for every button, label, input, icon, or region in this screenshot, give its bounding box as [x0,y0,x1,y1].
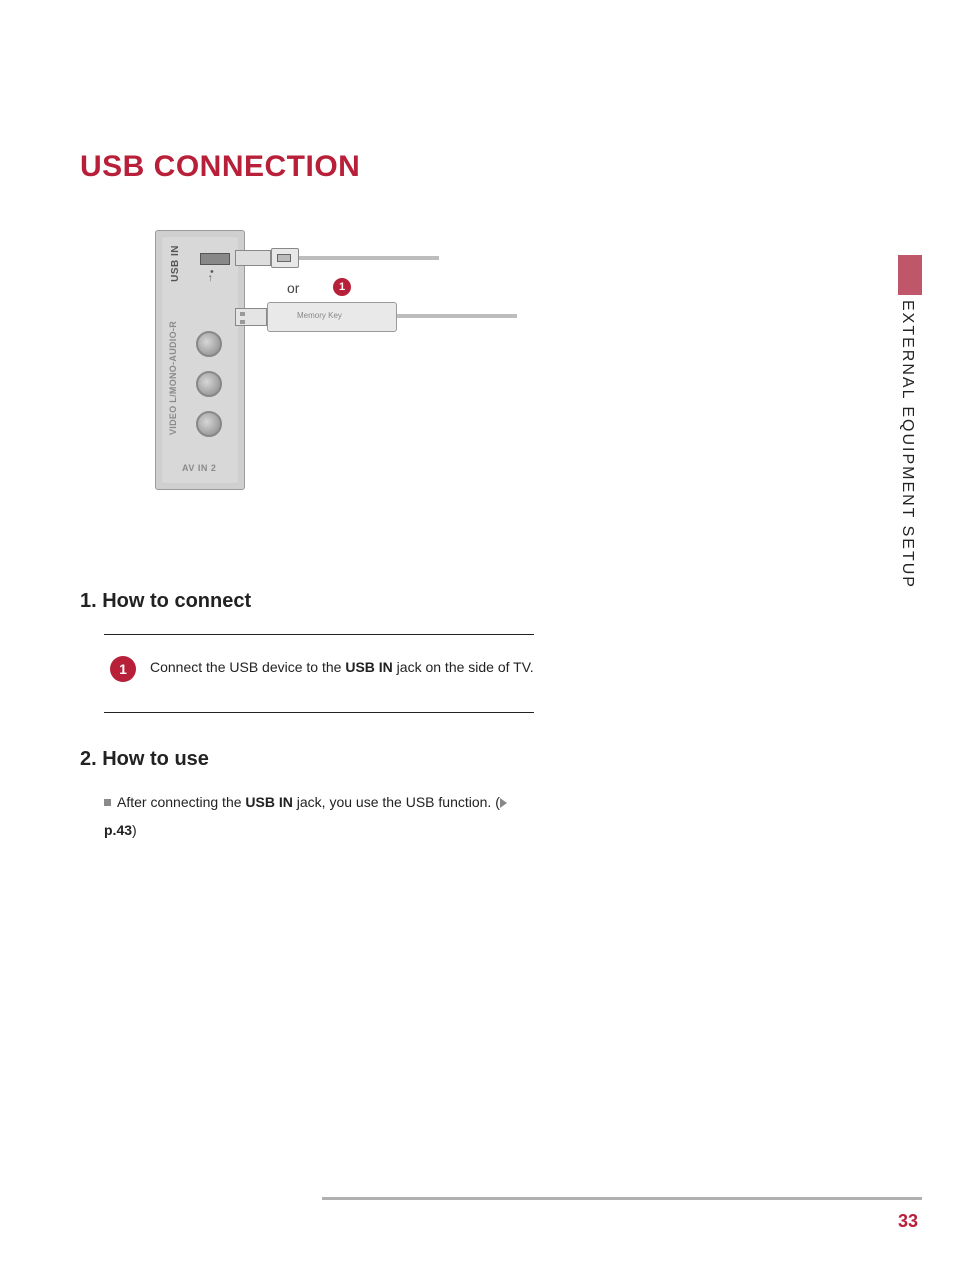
side-section-label: EXTERNAL EQUIPMENT SETUP [898,300,916,589]
usb-connection-diagram: USB IN •← VIDEO L/MONO-AUDIO-R AV IN 2 o… [155,230,555,500]
section-2-heading: 2. How to use [80,748,209,771]
usb-port-icon [200,253,230,265]
or-label: or [287,280,299,296]
memory-key-label: Memory Key [297,311,342,320]
rca-jack-icon [196,411,222,437]
text: ) [132,822,137,838]
page-ref: p.43 [104,822,132,838]
rca-jack-icon [196,331,222,357]
text: Connect the USB device to the [150,659,345,675]
footer-bar [322,1197,922,1200]
divider [104,712,534,713]
text: jack, you use the USB function. ( [293,794,500,810]
rca-jack-icon [196,371,222,397]
page-title: USB CONNECTION [80,150,360,184]
av-label: VIDEO L/MONO-AUDIO-R [168,321,178,435]
usb-in-bold: USB IN [245,794,292,810]
step-1-text: Connect the USB device to the USB IN jac… [150,656,534,678]
page-number: 33 [898,1211,918,1232]
text: After connecting the [117,794,245,810]
usb-symbol-icon: •← [205,270,216,284]
av-in-2-label: AV IN 2 [182,463,216,473]
page: USB CONNECTION EXTERNAL EQUIPMENT SETUP … [0,0,954,1272]
side-tab-accent [898,255,922,295]
section-2-text: After connecting the USB IN jack, you us… [104,788,536,844]
bullet-icon [104,799,111,806]
diagram-callout-1: 1 [333,278,351,296]
usb-in-bold: USB IN [345,659,392,675]
step-1-badge: 1 [110,656,136,682]
triangle-icon [500,798,507,808]
memory-key-icon: Memory Key [235,300,435,336]
usb-cable-icon [235,248,345,268]
usb-in-label: USB IN [170,245,181,282]
text: jack on the side of TV. [393,659,534,675]
tv-side-panel: USB IN •← VIDEO L/MONO-AUDIO-R AV IN 2 [155,230,245,490]
section-1-heading: 1. How to connect [80,590,251,613]
divider [104,634,534,635]
